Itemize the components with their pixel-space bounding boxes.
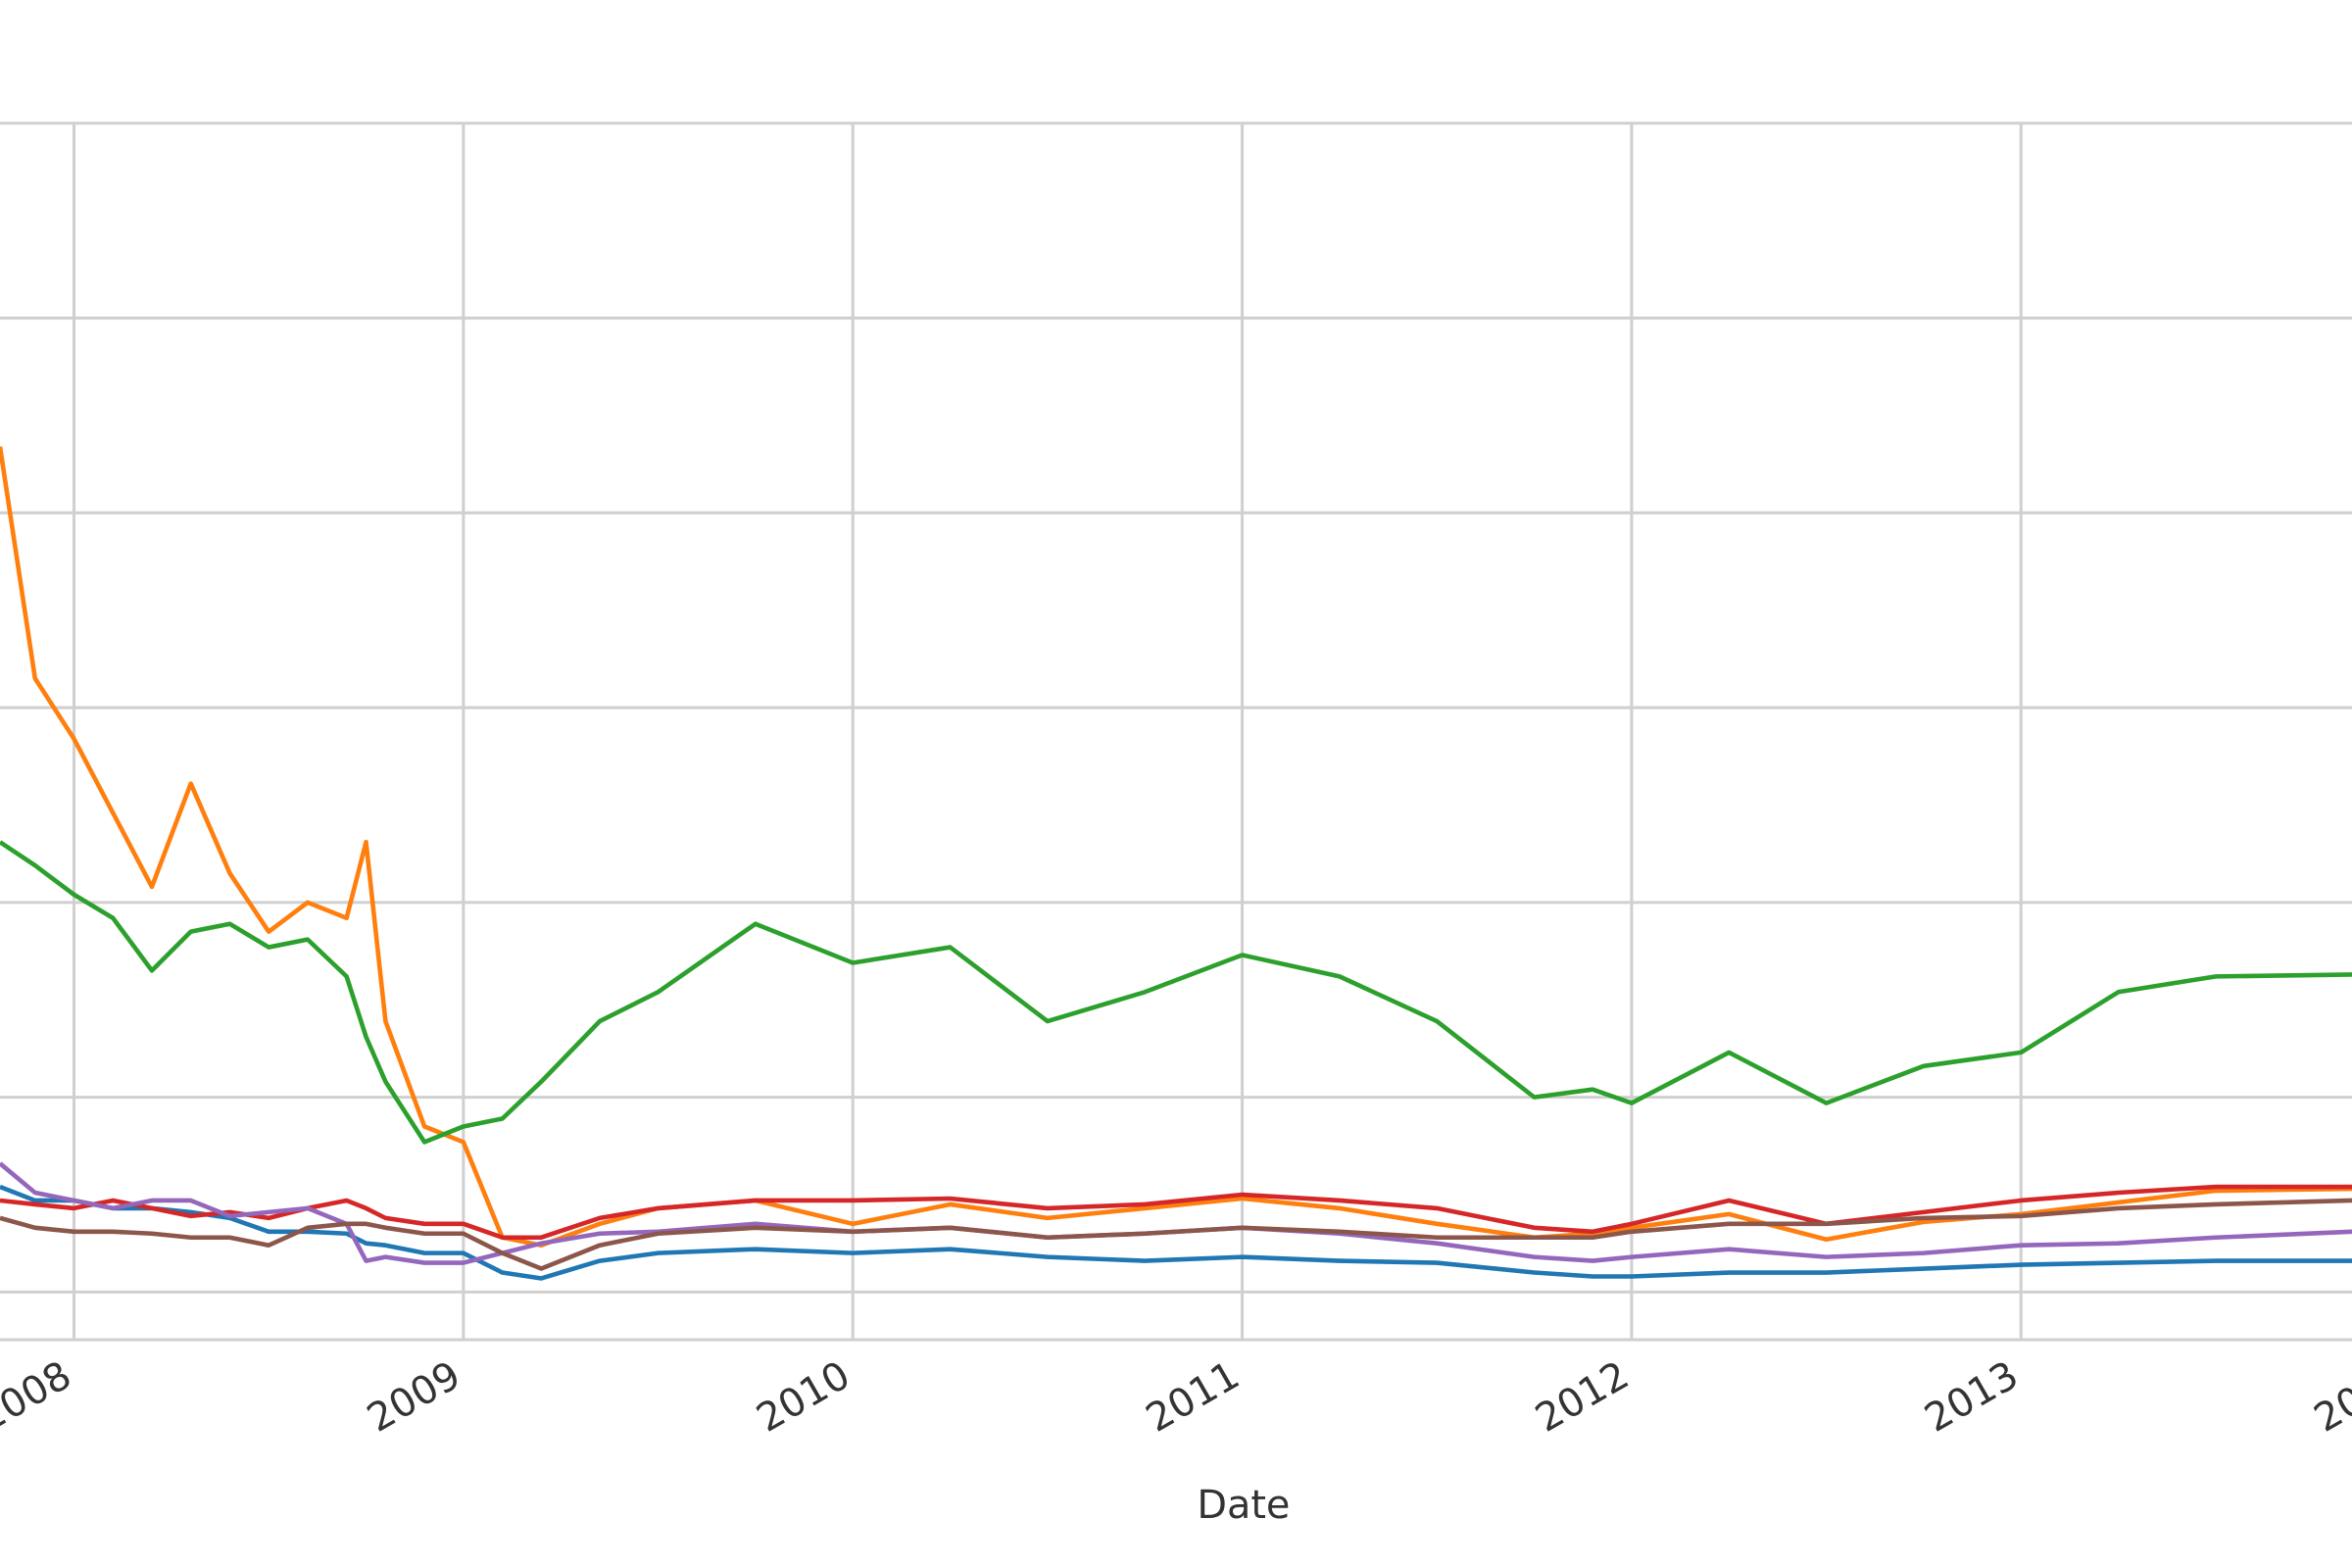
x-tick-label: 2008: [0, 1352, 78, 1441]
x-tick-label: 2012: [1528, 1352, 1637, 1441]
x-tick-label: 2011: [1139, 1352, 1248, 1441]
x-tick-label: 2009: [360, 1352, 468, 1441]
data-line: [0, 1161, 2352, 1265]
data-line: [0, 1184, 2352, 1281]
x-tick-label: 2013: [1918, 1352, 2027, 1441]
x-axis-label: Date: [1197, 1483, 1290, 1528]
data-line: [0, 446, 2352, 1248]
x-tick-label: 2010: [750, 1352, 858, 1441]
data-line: [0, 1198, 2352, 1271]
x-tick-label: 2014: [2307, 1352, 2352, 1441]
data-line: [0, 840, 2352, 1145]
